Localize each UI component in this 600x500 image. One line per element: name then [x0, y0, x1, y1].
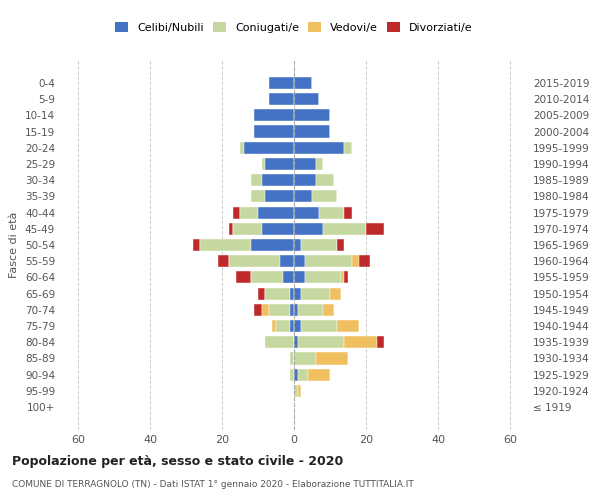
Bar	[254, 304, 262, 316]
Bar	[258, 288, 265, 300]
Bar	[344, 142, 352, 154]
Bar	[294, 239, 301, 251]
Bar	[298, 368, 308, 381]
Bar	[294, 190, 312, 202]
Bar	[233, 222, 262, 235]
Bar	[269, 77, 294, 89]
Bar	[294, 352, 316, 364]
Bar	[294, 206, 319, 218]
Bar	[265, 336, 294, 348]
Bar	[229, 222, 233, 235]
Bar	[301, 320, 337, 332]
Bar	[251, 174, 262, 186]
Bar	[265, 158, 294, 170]
Bar	[316, 174, 334, 186]
Bar	[240, 206, 258, 218]
Bar	[308, 368, 330, 381]
Bar	[377, 336, 384, 348]
Bar	[312, 190, 337, 202]
Bar	[301, 239, 337, 251]
Bar	[262, 158, 265, 170]
Bar	[254, 109, 294, 122]
Bar	[244, 142, 294, 154]
Bar	[294, 272, 305, 283]
Bar	[294, 158, 316, 170]
Text: COMUNE DI TERRAGNOLO (TN) - Dati ISTAT 1° gennaio 2020 - Elaborazione TUTTITALIA: COMUNE DI TERRAGNOLO (TN) - Dati ISTAT 1…	[12, 480, 414, 489]
Bar	[323, 304, 334, 316]
Bar	[280, 255, 294, 268]
Bar	[265, 288, 290, 300]
Bar	[269, 93, 294, 105]
Bar	[294, 93, 319, 105]
Bar	[294, 304, 298, 316]
Bar	[294, 77, 312, 89]
Bar	[254, 126, 294, 138]
Bar	[337, 320, 359, 332]
Bar	[272, 320, 276, 332]
Text: Popolazione per età, sesso e stato civile - 2020: Popolazione per età, sesso e stato civil…	[12, 455, 343, 468]
Bar	[337, 239, 344, 251]
Bar	[359, 255, 370, 268]
Bar	[233, 206, 240, 218]
Bar	[262, 174, 294, 186]
Bar	[251, 239, 294, 251]
Bar	[290, 352, 294, 364]
Bar	[251, 190, 265, 202]
Bar	[294, 385, 298, 397]
Bar	[323, 222, 366, 235]
Bar	[294, 336, 298, 348]
Bar	[294, 222, 323, 235]
Bar	[298, 336, 344, 348]
Bar	[305, 255, 352, 268]
Bar	[344, 272, 348, 283]
Bar	[283, 272, 294, 283]
Bar	[265, 190, 294, 202]
Bar	[294, 320, 301, 332]
Bar	[294, 368, 298, 381]
Bar	[229, 255, 280, 268]
Bar	[294, 109, 330, 122]
Bar	[276, 320, 290, 332]
Bar	[366, 222, 384, 235]
Bar	[319, 206, 344, 218]
Bar	[262, 222, 294, 235]
Bar	[294, 142, 344, 154]
Bar	[316, 158, 323, 170]
Bar	[298, 304, 323, 316]
Bar	[294, 288, 301, 300]
Bar	[258, 206, 294, 218]
Bar	[341, 272, 344, 283]
Bar	[290, 368, 294, 381]
Bar	[240, 142, 244, 154]
Bar	[290, 304, 294, 316]
Bar	[294, 126, 330, 138]
Bar	[344, 336, 377, 348]
Bar	[269, 304, 290, 316]
Bar	[251, 272, 283, 283]
Bar	[193, 239, 200, 251]
Bar	[290, 320, 294, 332]
Bar	[294, 174, 316, 186]
Bar	[298, 385, 301, 397]
Bar	[218, 255, 229, 268]
Bar	[294, 255, 305, 268]
Bar	[236, 272, 251, 283]
Bar	[316, 352, 348, 364]
Bar	[305, 272, 341, 283]
Bar	[290, 288, 294, 300]
Bar	[301, 288, 330, 300]
Y-axis label: Fasce di età: Fasce di età	[10, 212, 19, 278]
Legend: Celibi/Nubili, Coniugati/e, Vedovi/e, Divorziati/e: Celibi/Nubili, Coniugati/e, Vedovi/e, Di…	[111, 18, 477, 37]
Bar	[200, 239, 251, 251]
Bar	[352, 255, 359, 268]
Bar	[344, 206, 352, 218]
Bar	[262, 304, 269, 316]
Bar	[330, 288, 341, 300]
